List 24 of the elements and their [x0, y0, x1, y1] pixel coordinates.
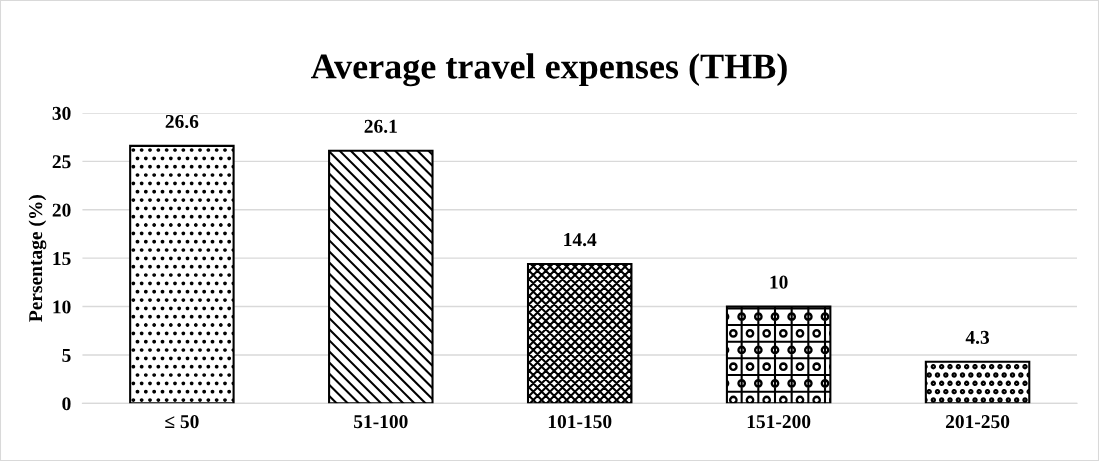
y-tick-label: 5	[62, 348, 71, 362]
y-axis-title: Persentage (%)	[28, 195, 47, 322]
x-tick-label: 101-150	[548, 415, 612, 429]
bar	[924, 360, 1031, 404]
chart-title: Average travel expenses (THB)	[311, 53, 787, 87]
data-label: 14.4	[564, 233, 597, 247]
x-tick-label: 151-200	[747, 415, 811, 429]
x-tick-label: 51-100	[354, 415, 408, 429]
y-tick-label: 20	[52, 203, 71, 217]
bar	[129, 144, 235, 404]
x-tick-label: ≤ 50	[165, 415, 199, 429]
y-tick-label: 10	[53, 300, 71, 314]
bar	[526, 262, 633, 404]
data-label: 10	[770, 275, 788, 289]
bar	[725, 305, 832, 404]
bar	[328, 149, 434, 404]
y-tick-label: 0	[62, 397, 71, 411]
data-label: 26.1	[364, 119, 397, 133]
data-label: 4.3	[965, 330, 990, 344]
data-label: 26.6	[165, 114, 199, 129]
y-tick-label: 30	[52, 106, 71, 120]
x-tick-label: 201-250	[945, 415, 1010, 429]
y-tick-label: 25	[52, 155, 71, 169]
y-tick-label: 15	[53, 252, 71, 266]
